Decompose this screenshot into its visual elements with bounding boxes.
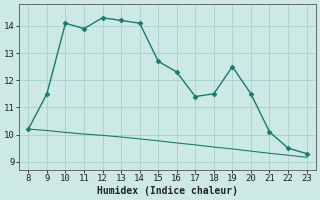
- X-axis label: Humidex (Indice chaleur): Humidex (Indice chaleur): [97, 186, 238, 196]
